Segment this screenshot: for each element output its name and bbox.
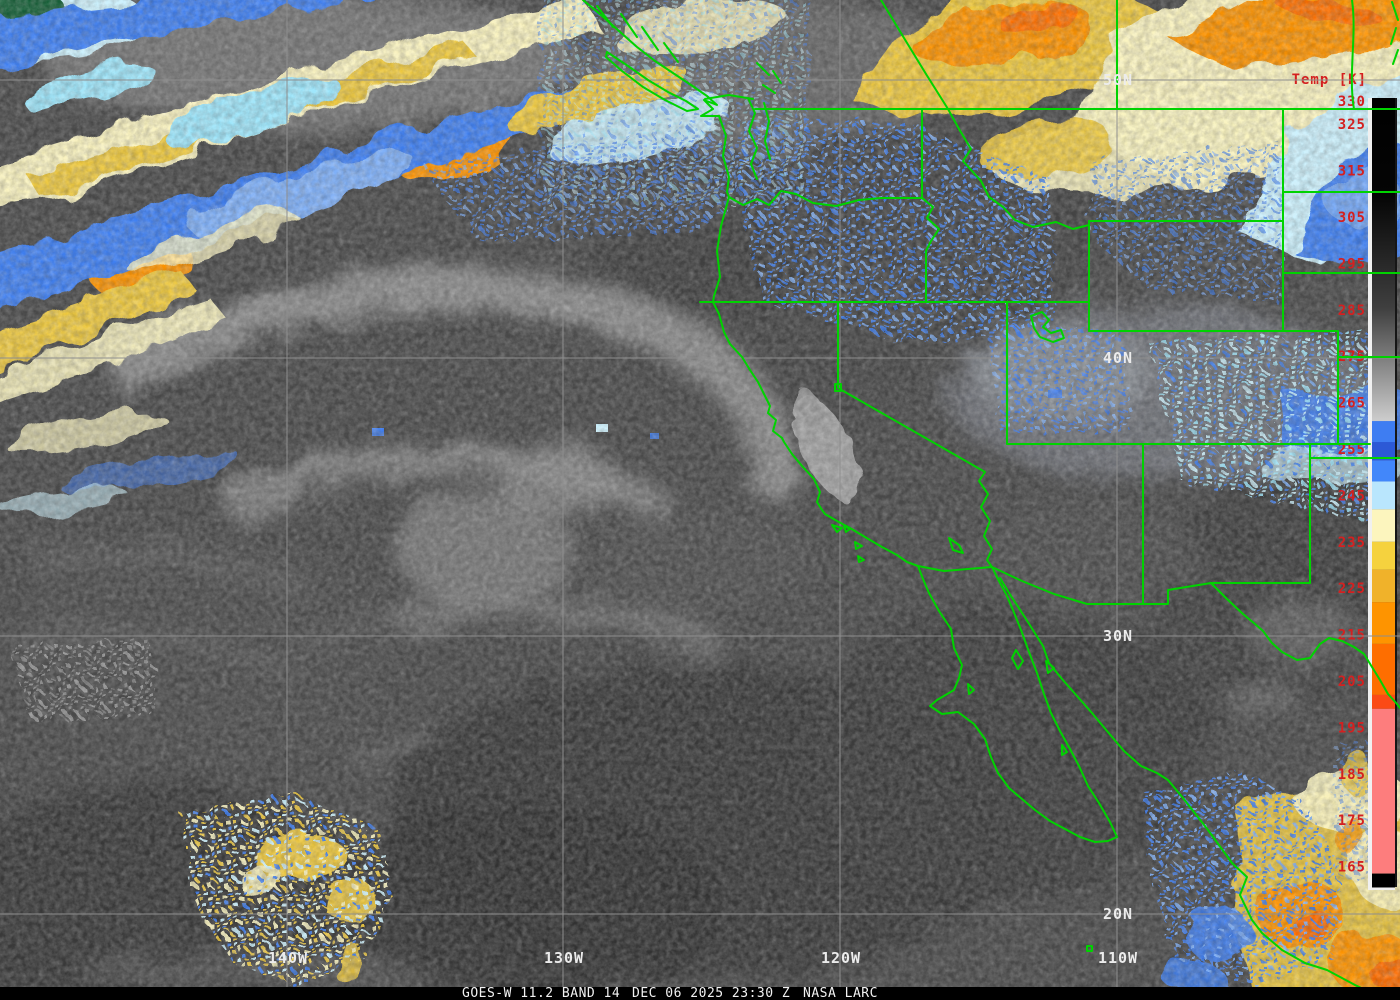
colorbar-segment (1372, 569, 1395, 603)
map-borders (582, 0, 1400, 1000)
colorbar-tick-label: 285 (1338, 303, 1366, 319)
mexico-borders (917, 565, 1393, 1000)
longitude-label: 140W (268, 949, 308, 967)
colorbar-segment (1372, 541, 1395, 570)
colorbar-segment (1372, 509, 1395, 542)
colorbar-tick-label: 165 (1338, 860, 1366, 876)
state-borders (699, 108, 1400, 605)
colorbar-tick-label: 325 (1338, 117, 1366, 133)
colorbar-segment (1372, 694, 1395, 709)
colorbar-tick-label: 175 (1338, 813, 1366, 829)
colorbar-tick-label: 225 (1338, 581, 1366, 597)
longitude-label: 120W (821, 949, 861, 967)
colorbar-segment (1372, 708, 1395, 874)
caption-datetime: DEC 06 2025 23:30 Z (632, 986, 790, 1000)
latitude-label: 20N (1103, 905, 1133, 923)
colorbar-segment (1372, 481, 1395, 510)
colorbar-segment (1372, 602, 1395, 644)
colorbar-segment (1372, 460, 1395, 482)
colorbar-tick-label: 195 (1338, 720, 1366, 736)
colorbar-tick-label: 305 (1338, 210, 1366, 226)
latitude-label: 30N (1103, 627, 1133, 645)
colorbar-tick-label: 295 (1338, 256, 1366, 272)
longitude-label: 110W (1098, 949, 1138, 967)
borders-over-colorbar (754, 108, 1400, 709)
colorbar-tick-label: 265 (1338, 396, 1366, 412)
colorbar-tick-label: 255 (1338, 442, 1366, 458)
colorbar-segment (1372, 643, 1395, 695)
caption-source: NASA LARC (803, 986, 878, 1000)
colorbar-tick-label: 330 (1338, 94, 1366, 110)
colorbar-tick-label: 315 (1338, 164, 1366, 180)
caption-background (0, 987, 1400, 1000)
lakes (834, 311, 1065, 554)
colorbar-edge (1395, 98, 1397, 887)
colorbar-tick-label: 245 (1338, 488, 1366, 504)
colorbar-frame-bottom (1368, 887, 1395, 890)
colorbar-tick-label: 205 (1338, 674, 1366, 690)
canada-province-borders (880, 0, 1399, 110)
colorbar-segment (1372, 873, 1395, 888)
caption-product: GOES-W 11.2 BAND 14 (462, 986, 620, 1000)
colorbar-frame (1368, 98, 1372, 887)
longitude-label: 130W (544, 949, 584, 967)
colorbar-gray-segment (1372, 98, 1395, 422)
geo-labels: 50N 40N 30N 20N 140W 130W 120W 110W (268, 71, 1138, 967)
colorbar-segment (1372, 421, 1395, 443)
caption-bar: GOES-W 11.2 BAND 14 DEC 06 2025 23:30 Z … (0, 986, 1400, 1000)
colorbar-segment (1372, 442, 1395, 461)
latitude-label: 40N (1103, 349, 1133, 367)
colorbar-tick-label: 185 (1338, 767, 1366, 783)
coastline (582, 0, 919, 567)
latitude-label: 50N (1103, 71, 1133, 89)
colorbar-tick-label: 235 (1338, 535, 1366, 551)
